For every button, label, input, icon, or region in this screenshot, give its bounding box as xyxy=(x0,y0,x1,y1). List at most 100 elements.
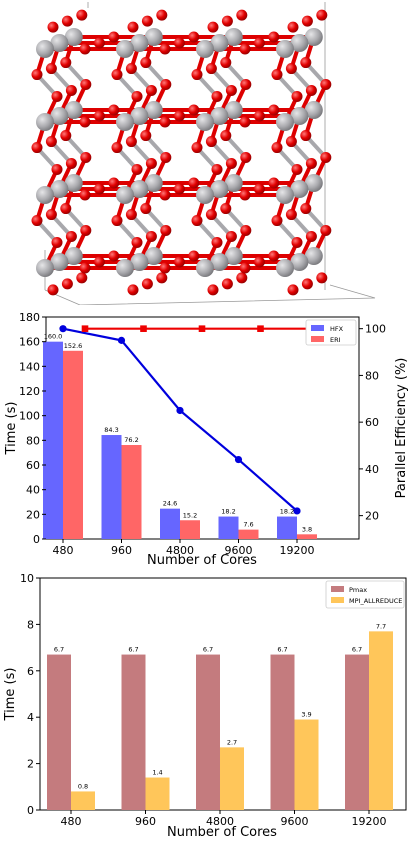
chart2-bar-label: 6.7 xyxy=(352,646,362,654)
oxygen-atom xyxy=(160,224,172,236)
oxygen-atom xyxy=(108,104,120,116)
chart2-x-tick-label: 480 xyxy=(61,815,82,828)
chart2-y-tick-label: 8 xyxy=(27,618,34,631)
chart2-bar-pmax xyxy=(270,654,295,810)
chart2-bar-label: 3.9 xyxy=(301,711,311,719)
oxygen-atom xyxy=(285,63,297,75)
oxygen-atom xyxy=(60,203,72,215)
oxygen-atom xyxy=(47,284,59,296)
oxygen-atom xyxy=(145,84,157,96)
chart1-y-tick-label: 40 xyxy=(26,484,40,497)
chart1-efficiency-point xyxy=(117,336,126,344)
oxygen-atom xyxy=(305,230,317,242)
metal-atom xyxy=(36,40,54,58)
metal-atom xyxy=(224,28,243,46)
chart2-bar-pmax xyxy=(345,654,369,810)
chart2-xlabel: Number of Cores xyxy=(167,825,277,840)
oxygen-atom xyxy=(191,215,203,227)
metal-atom xyxy=(210,34,229,52)
metal-atom xyxy=(276,113,294,131)
chart1-bar-label: 160.0 xyxy=(44,333,63,341)
metal-atom xyxy=(130,253,149,271)
oxygen-atom xyxy=(205,63,217,75)
chart1-bar-eri xyxy=(297,534,317,539)
oxygen-atom xyxy=(145,157,157,169)
metal-atom xyxy=(116,40,134,58)
chart1-x-tick-label: 960 xyxy=(111,544,132,557)
chart1-efficiency-point xyxy=(176,406,184,415)
oxygen-atom xyxy=(93,256,105,268)
oxygen-atom xyxy=(79,189,91,201)
chart1-bar-label: 18.2 xyxy=(280,508,294,516)
chart1-bar-label: 24.6 xyxy=(163,500,177,508)
chart1-xlabel: Number of Cores xyxy=(147,553,257,568)
chart1-y-tick-label: 100 xyxy=(19,410,40,423)
chart2-bar-pmax xyxy=(121,654,146,810)
metal-atom xyxy=(276,40,294,58)
oxygen-atom xyxy=(225,84,237,96)
chart1-x-tick-label: 4800 xyxy=(166,544,194,557)
chart1-bar-label: 3.8 xyxy=(302,525,312,533)
metal-atom xyxy=(304,247,323,265)
metal-atom xyxy=(130,107,149,125)
chart2-bar-label: 6.7 xyxy=(277,646,287,654)
oxygen-atom xyxy=(236,272,248,284)
oxygen-atom xyxy=(207,21,219,33)
chart2-legend-label: Pmax xyxy=(349,586,367,594)
oxygen-atom xyxy=(300,57,312,69)
chart1-ylabel: Time (s) xyxy=(4,402,19,456)
oxygen-atom xyxy=(31,69,43,81)
oxygen-atom xyxy=(141,15,153,27)
chart1-efficiency-point xyxy=(234,455,243,464)
chart1-efficiency-point xyxy=(198,325,206,332)
chart2-x-tick-label: 19200 xyxy=(352,815,387,828)
oxygen-atom xyxy=(240,224,252,236)
oxygen-atom xyxy=(159,189,171,201)
metal-atom xyxy=(64,174,83,192)
oxygen-atom xyxy=(111,142,123,154)
oxygen-atom xyxy=(79,43,91,55)
metal-atom xyxy=(210,253,229,271)
oxygen-atom xyxy=(205,209,217,221)
metal-atom xyxy=(144,101,163,119)
oxygen-atom xyxy=(191,142,203,154)
oxygen-atom xyxy=(60,130,72,142)
oxygen-atom xyxy=(301,278,313,290)
oxygen-atom xyxy=(173,37,185,49)
chart2-bar-label: 0.8 xyxy=(78,782,88,790)
oxygen-atom xyxy=(80,151,92,163)
oxygen-atom xyxy=(211,90,223,102)
oxygen-atom xyxy=(131,236,143,248)
chart2-bar-pmax xyxy=(47,654,71,810)
oxygen-atom xyxy=(253,37,265,49)
chart1-bar-label: 76.2 xyxy=(124,436,138,444)
oxygen-atom xyxy=(300,203,312,215)
chart1-y2-tick-label: 60 xyxy=(365,416,379,429)
oxygen-atom xyxy=(239,189,251,201)
oxygen-atom xyxy=(65,84,77,96)
chart-pmax-allreduce: 6.7 6.7 6.7 6.7 6.7 0.8 1.4 2.7 3.9 7.7 0 2 4 6 8 10 4… xyxy=(3,572,407,840)
oxygen-atom xyxy=(61,278,73,290)
chart2-bar-mpi_allreduce xyxy=(71,791,95,810)
chart2-bar-label: 7.7 xyxy=(376,622,386,630)
chart1-bar-label: 7.6 xyxy=(243,521,253,529)
oxygen-atom xyxy=(239,262,251,274)
oxygen-atom xyxy=(225,157,237,169)
chart1-x-tick-label: 9600 xyxy=(225,544,253,557)
chart1-efficiency-point xyxy=(257,325,264,332)
metal-atom xyxy=(50,107,69,125)
chart1-y2-tick-label: 40 xyxy=(365,463,379,476)
oxygen-atom xyxy=(159,262,171,274)
oxygen-atom xyxy=(191,69,203,81)
metal-atom xyxy=(116,186,134,204)
oxygen-atom xyxy=(287,284,299,296)
chart2-legend-swatch xyxy=(331,597,344,603)
oxygen-atom xyxy=(131,90,143,102)
oxygen-atom xyxy=(51,236,63,248)
chart2-x-tick-label: 960 xyxy=(135,815,156,828)
metal-atom xyxy=(36,259,54,277)
oxygen-atom xyxy=(47,21,59,33)
oxygen-atom xyxy=(301,15,313,27)
oxygen-atom xyxy=(160,78,172,90)
chart1-efficiency-lines xyxy=(59,325,323,515)
